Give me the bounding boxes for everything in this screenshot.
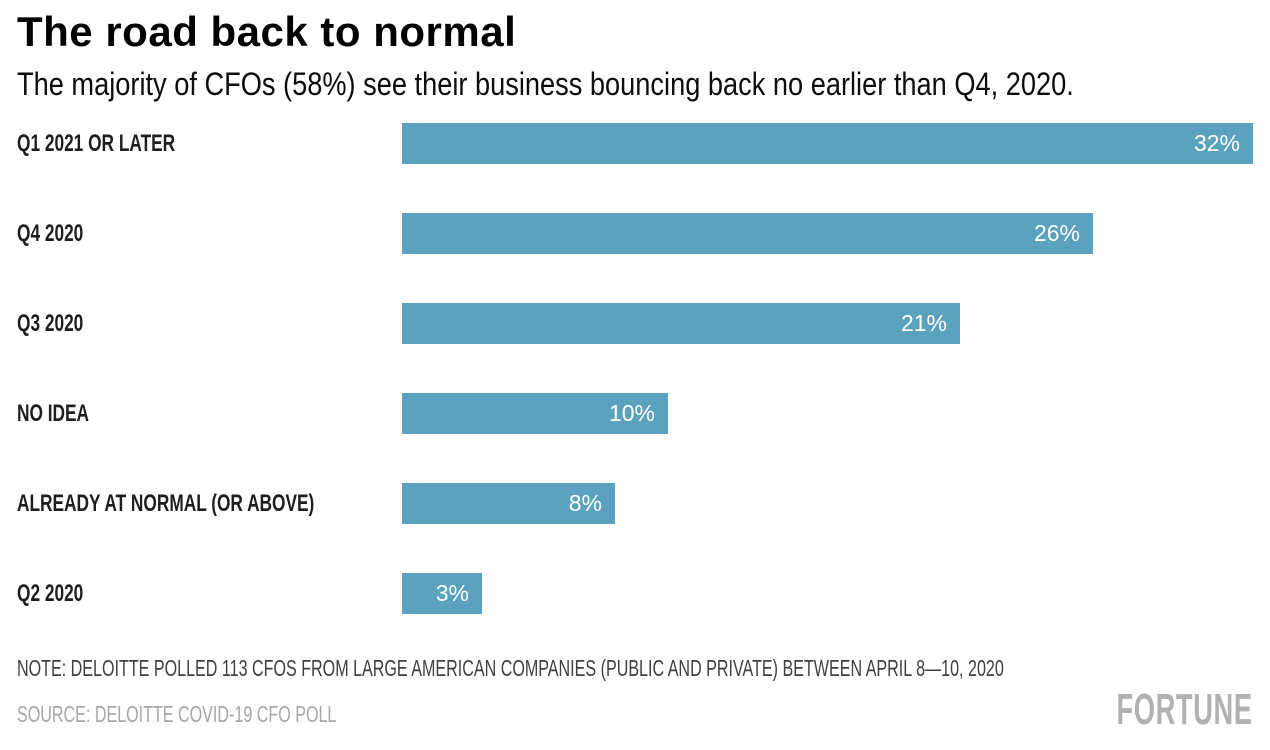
fortune-logo: FORTUNE — [1116, 685, 1253, 734]
bar-row: Q1 2021 OR LATER 32% — [0, 123, 1270, 164]
bar-category-label: NO IDEA — [17, 400, 90, 427]
bar-value-label: 8% — [568, 490, 602, 516]
bar: 21% — [402, 303, 960, 344]
chart-source: SOURCE: DELOITTE COVID-19 CFO POLL — [17, 701, 337, 727]
bar-row: ALREADY AT NORMAL (OR ABOVE) 8% — [0, 483, 1270, 524]
bar-category-label: Q4 2020 — [17, 220, 84, 247]
bar-row: NO IDEA 10% — [0, 393, 1270, 434]
bar-category-label: Q3 2020 — [17, 310, 84, 337]
bar: 32% — [402, 123, 1253, 164]
bar: 26% — [402, 213, 1093, 254]
bar: 10% — [402, 393, 668, 434]
bar-row: Q2 2020 3% — [0, 573, 1270, 614]
bar-value-label: 3% — [435, 580, 469, 606]
chart-title: The road back to normal — [17, 8, 517, 55]
bar: 8% — [402, 483, 615, 524]
bar-category-label: Q2 2020 — [17, 580, 84, 607]
chart-note: NOTE: DELOITTE POLLED 113 CFOS FROM LARG… — [17, 655, 1004, 681]
bar-row: Q4 2020 26% — [0, 213, 1270, 254]
chart-subtitle: The majority of CFOs (58%) see their bus… — [17, 66, 1074, 102]
bar-value-label: 26% — [1033, 220, 1080, 246]
bar-value-label: 10% — [608, 400, 655, 426]
bar: 3% — [402, 573, 482, 614]
bar-value-label: 21% — [900, 310, 947, 336]
bar-category-label: ALREADY AT NORMAL (OR ABOVE) — [17, 490, 315, 517]
bar-value-label: 32% — [1193, 130, 1240, 156]
bar-row: Q3 2020 21% — [0, 303, 1270, 344]
bar-category-label: Q1 2021 OR LATER — [17, 130, 176, 157]
